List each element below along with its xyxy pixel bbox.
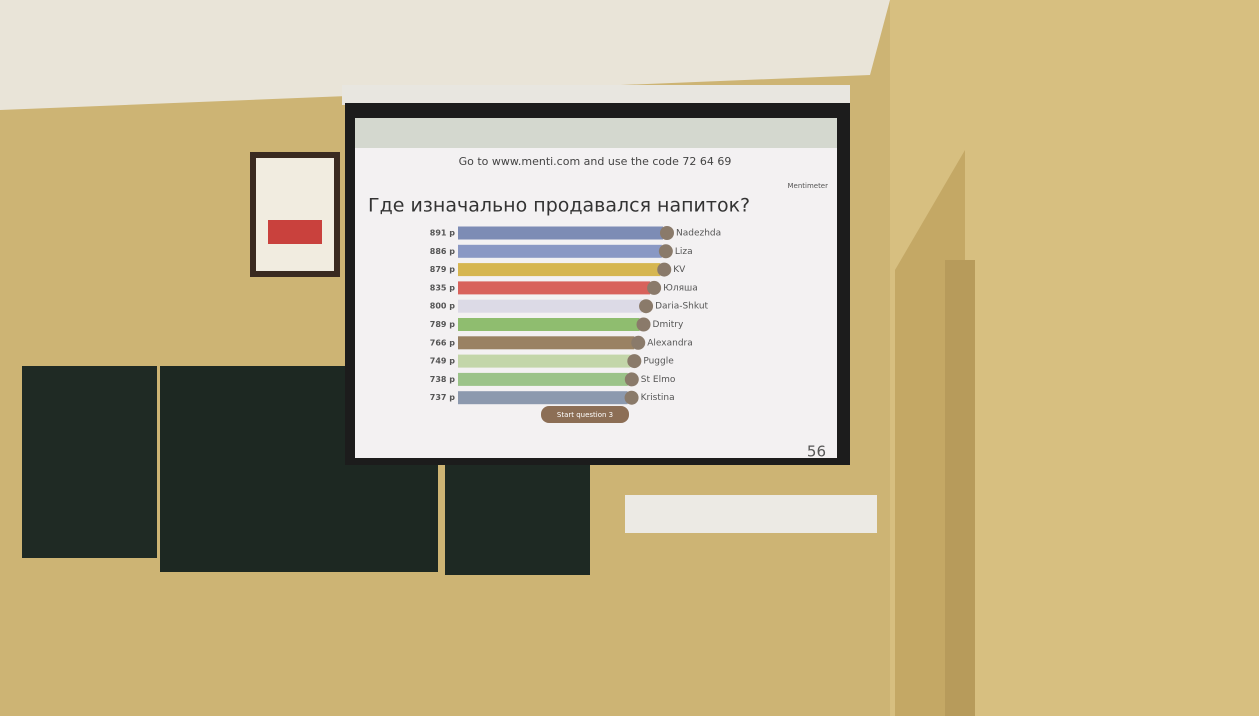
avatar [639,299,653,313]
bar [458,281,650,294]
score-label: 835 p [430,283,455,292]
avatar [631,336,645,350]
flag [268,220,322,244]
bar [458,245,662,258]
score-label: 737 p [430,393,455,402]
name-label: Юляша [663,283,698,293]
name-label: Dmitry [653,320,684,330]
bar [458,318,640,331]
name-label: St Elmo [641,375,676,385]
score-label: 789 p [430,320,455,329]
score-label: 891 p [430,229,455,238]
emblem [256,158,334,271]
avatar [660,226,674,240]
board-left [22,366,157,558]
door [945,260,975,716]
brand: Mentimeter [787,182,828,190]
screen-header: Go to www.menti.com and use the code 72 … [459,155,732,168]
photo: Go to www.menti.com and use the code 72 … [0,0,1259,716]
score-label: 749 p [430,357,455,366]
score-label: 738 p [430,375,455,384]
avatar [627,354,641,368]
avatar [625,391,639,405]
participant-count: 56 [807,443,826,461]
page: Go to www.menti.com and use the code 72 … [0,0,1259,716]
bar [458,391,628,404]
name-label: Liza [675,247,693,257]
board-right [445,460,590,575]
bar [458,263,660,276]
avatar [659,244,673,258]
score-label: 766 p [430,338,455,347]
browser-bar [355,118,837,148]
bar [458,373,628,386]
avatar [625,372,639,386]
score-label: 879 p [430,265,455,274]
avatar [657,263,671,277]
avatar [637,318,651,332]
bar [458,355,630,368]
chart-title: Где изначально продавался напиток? [368,195,750,217]
avatar [647,281,661,295]
bar [458,300,642,313]
name-label: Puggle [643,357,674,367]
name-label: KV [673,265,686,275]
start-button-label: Start question 3 [557,411,613,419]
air-conditioner [625,495,877,533]
name-label: Kristina [641,393,675,403]
screen-case [342,85,850,105]
score-label: 886 p [430,247,455,256]
name-label: Daria-Shkut [655,302,708,312]
name-label: Nadezhda [676,229,721,239]
name-label: Alexandra [647,338,693,348]
score-label: 800 p [430,302,455,311]
bar [458,227,663,240]
bar [458,336,634,349]
